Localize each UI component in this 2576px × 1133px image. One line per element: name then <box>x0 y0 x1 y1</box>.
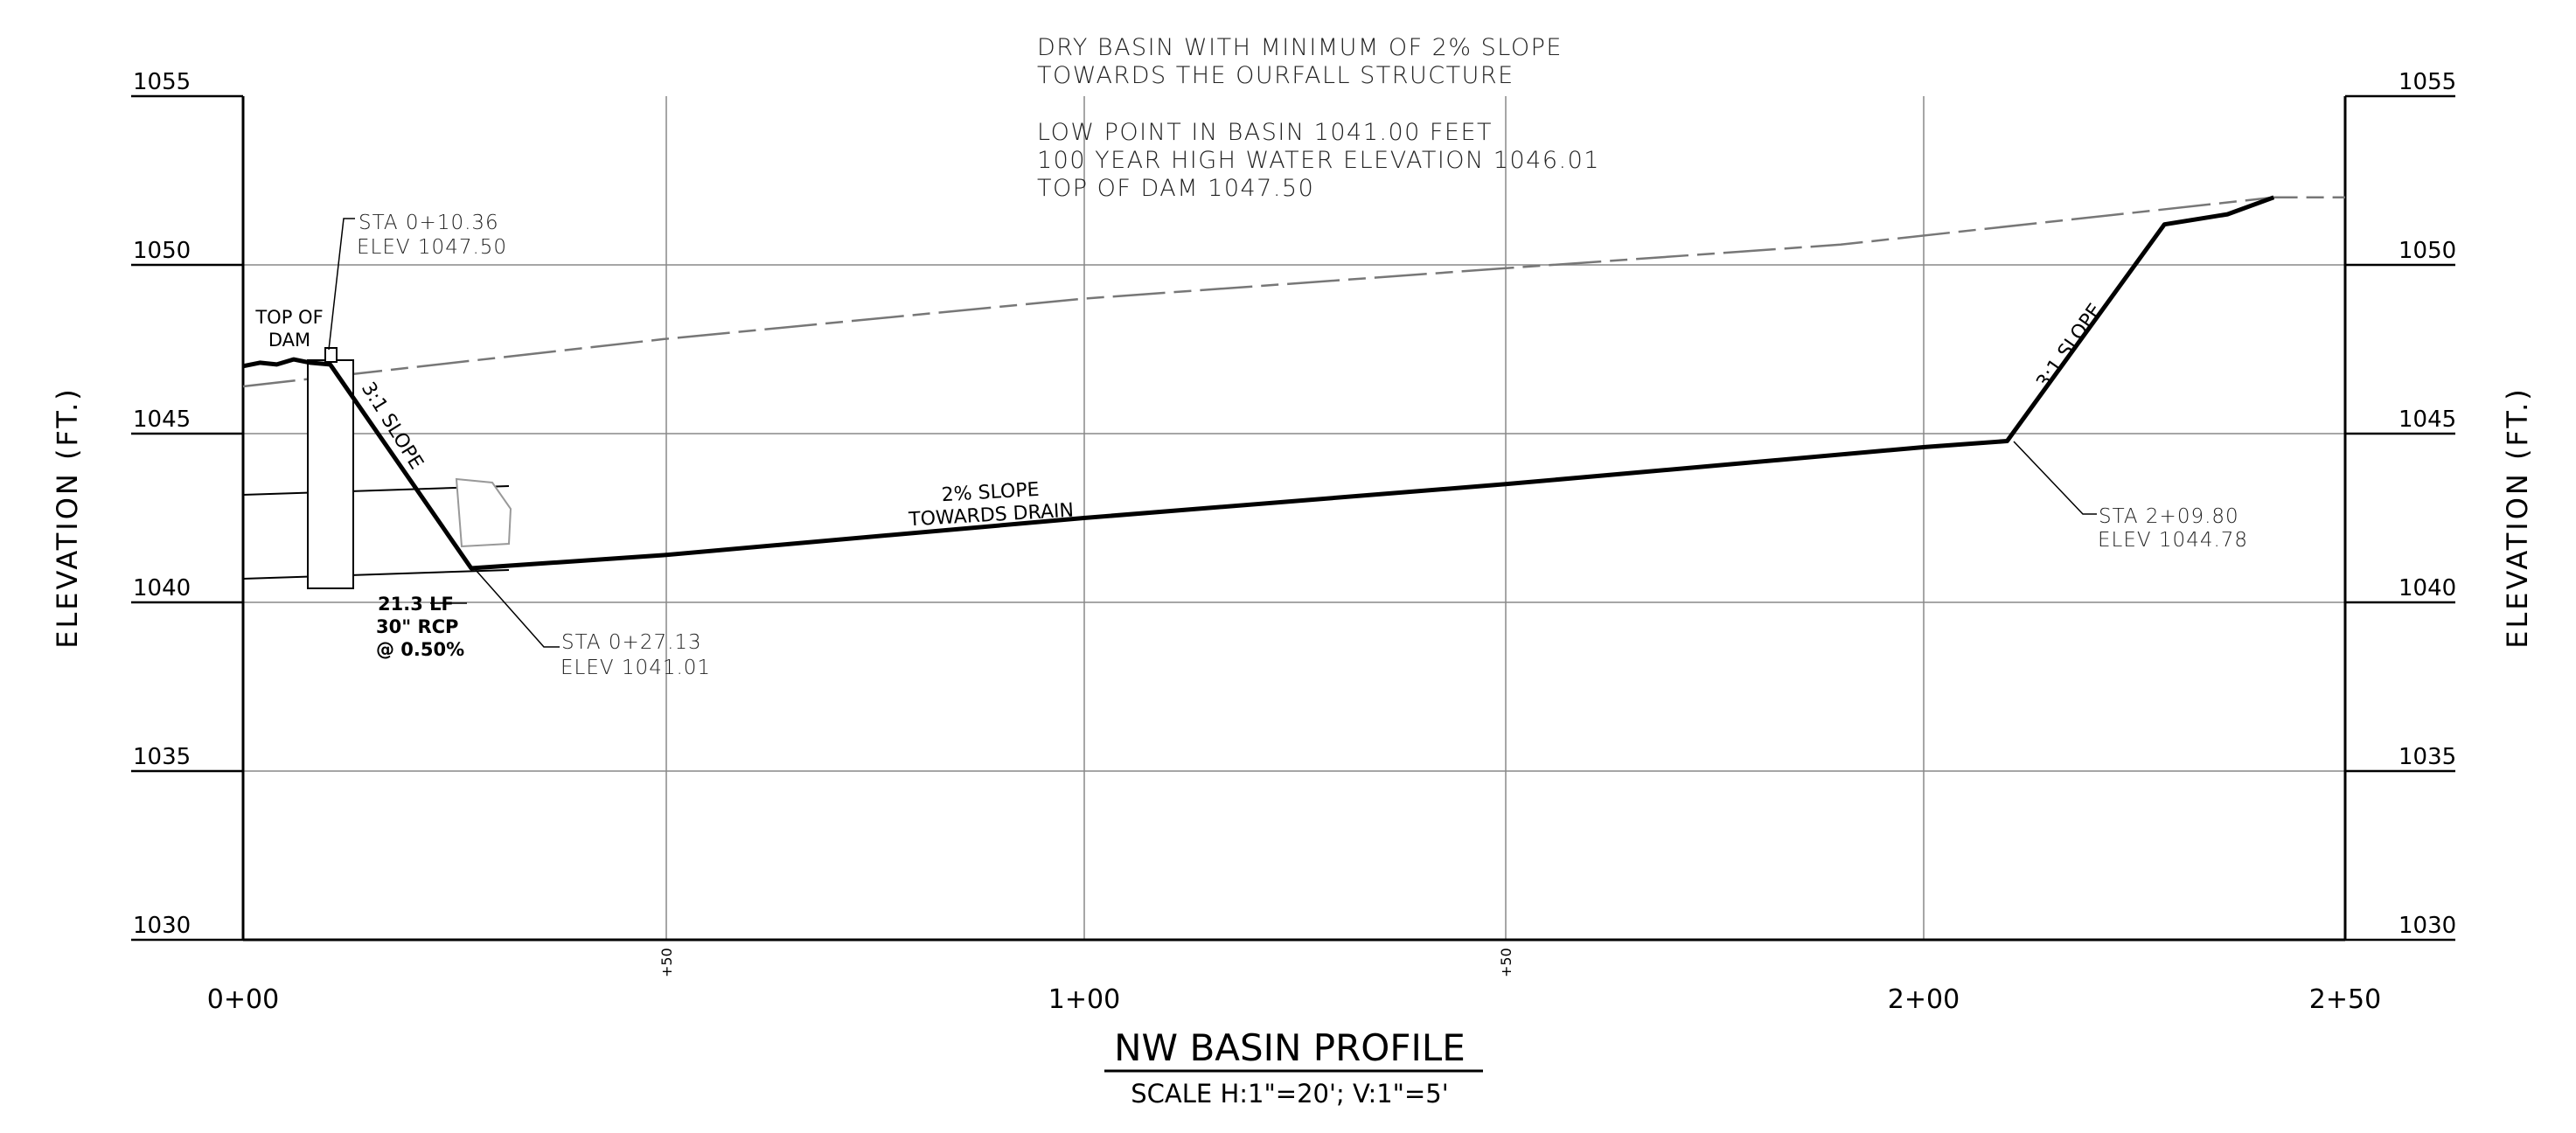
basin-note-line: DRY BASIN WITH MINIMUM OF 2% SLOPE <box>1037 34 1563 61</box>
y-tick-label-left: 1040 <box>133 575 191 601</box>
profile-grid <box>243 96 2345 940</box>
y-tick-label-right: 1040 <box>2398 575 2456 601</box>
sta-low-callout: STA 0+27.13 ELEV 1041.01 <box>475 569 711 679</box>
sta-right-label: STA 2+09.80 <box>2099 505 2239 528</box>
station-labels: 0+00 1+00 2+00 2+50 <box>207 984 2381 1015</box>
sta-low-label: STA 0+27.13 <box>561 631 702 654</box>
x-tick-label: 1+00 <box>1048 984 1120 1015</box>
left-slope-label: 3:1 SLOPE <box>357 379 428 474</box>
basin-notes: DRY BASIN WITH MINIMUM OF 2% SLOPE TOWAR… <box>1037 34 1600 202</box>
y-tick-label-left: 1035 <box>133 744 191 770</box>
y-axis-title-left: ELEVATION (FT.) <box>51 386 84 649</box>
pipe-label: 21.3 LF 30" RCP @ 0.50% <box>376 594 464 660</box>
svg-text:TOP OF: TOP OF <box>254 307 323 328</box>
sta-right-label: ELEV 1044.78 <box>2098 529 2248 552</box>
drawing-title: NW BASIN PROFILE <box>1114 1026 1466 1069</box>
svg-text:DAM: DAM <box>268 330 310 351</box>
basin-note-line: TOWARDS THE OURFALL STRUCTURE <box>1037 62 1514 89</box>
x-tick-label: 0+00 <box>207 984 279 1015</box>
top-of-dam-label: TOP OF DAM <box>254 307 323 351</box>
drain-slope-label: 2% SLOPE TOWARDS DRAIN <box>908 479 1075 532</box>
left-elevation-labels: 1055 1050 1045 1040 1035 1030 <box>133 69 191 939</box>
pipe-headwall <box>455 477 512 548</box>
drawing-scale: SCALE H:1"=20'; V:1"=5' <box>1131 1079 1448 1109</box>
y-tick-label-right: 1050 <box>2398 238 2456 264</box>
svg-text:21.3 LF: 21.3 LF <box>378 594 454 615</box>
y-tick-label-left: 1045 <box>133 407 191 433</box>
right-slope-label: 3:1 SLOPE <box>2032 300 2106 393</box>
y-tick-label-left: 1030 <box>133 913 191 939</box>
svg-text:@ 0.50%: @ 0.50% <box>376 639 464 660</box>
top-of-dam-marker <box>324 347 338 363</box>
right-elevation-labels: 1055 1050 1045 1040 1035 1030 <box>2398 69 2456 939</box>
basin-info-line: LOW POINT IN BASIN 1041.00 FEET <box>1037 119 1493 146</box>
y-axis-title-right: ELEVATION (FT.) <box>2501 386 2534 649</box>
y-tick-label-right: 1055 <box>2398 69 2456 95</box>
dam-structure <box>307 359 354 589</box>
basin-info-line: TOP OF DAM 1047.50 <box>1037 175 1314 202</box>
sta-top-label: ELEV 1047.50 <box>357 236 507 259</box>
x-minor-tick-label: +50 <box>1498 948 1514 977</box>
y-tick-label-left: 1055 <box>133 69 191 95</box>
sta-top-callout: STA 0+10.36 ELEV 1047.50 <box>328 212 507 351</box>
sta-top-label: STA 0+10.36 <box>359 212 499 234</box>
y-tick-label-left: 1050 <box>133 238 191 264</box>
ground-profile-line <box>242 195 2275 571</box>
y-tick-label-right: 1035 <box>2398 744 2456 770</box>
y-tick-label-right: 1030 <box>2398 913 2456 939</box>
y-tick-label-right: 1045 <box>2398 407 2456 433</box>
grid-border <box>241 96 2347 942</box>
elevation-leaders <box>131 94 2455 942</box>
sta-right-callout: STA 2+09.80 ELEV 1044.78 <box>2013 441 2248 552</box>
high-water-line <box>242 196 2345 388</box>
sta-low-label: ELEV 1041.01 <box>560 657 711 679</box>
x-tick-label: 2+50 <box>2309 984 2381 1015</box>
basin-info-line: 100 YEAR HIGH WATER ELEVATION 1046.01 <box>1037 147 1600 174</box>
x-tick-label: 2+00 <box>1888 984 1960 1015</box>
svg-text:30" RCP: 30" RCP <box>376 616 458 637</box>
x-minor-tick-label: +50 <box>658 948 675 977</box>
